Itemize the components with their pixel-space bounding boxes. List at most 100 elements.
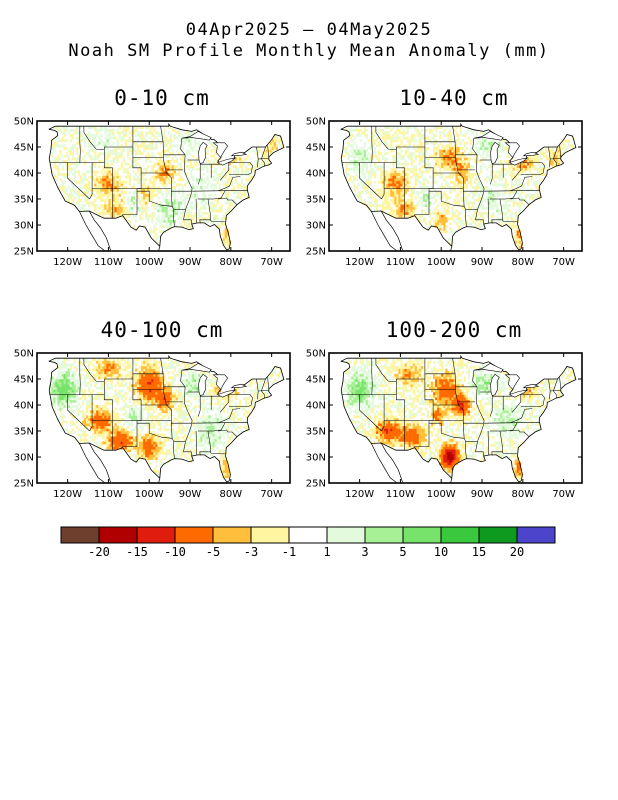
anomaly-cell <box>216 178 219 182</box>
anomaly-cell <box>102 423 105 427</box>
anomaly-cell <box>555 154 558 158</box>
anomaly-cell <box>208 436 211 440</box>
anomaly-cell <box>153 212 156 215</box>
anomaly-cell <box>355 167 358 171</box>
anomaly-cell <box>92 407 95 411</box>
anomaly-cell <box>210 193 213 197</box>
anomaly-cell <box>475 183 479 187</box>
anomaly-cell <box>234 428 238 432</box>
anomaly-cell <box>426 157 430 161</box>
anomaly-cell <box>204 449 207 453</box>
anomaly-cell <box>347 167 350 171</box>
anomaly-cell <box>390 212 393 215</box>
anomaly-cell <box>106 428 109 432</box>
anomaly-cell <box>367 173 371 176</box>
anomaly-cell <box>124 436 127 440</box>
anomaly-cell <box>192 415 195 419</box>
anomaly-cell <box>404 206 407 210</box>
anomaly-cell <box>149 232 152 236</box>
anomaly-cell <box>208 407 211 411</box>
anomaly-cell <box>457 201 460 205</box>
anomaly-cell <box>435 217 438 221</box>
anomaly-cell <box>194 204 197 208</box>
anomaly-cell <box>206 178 209 182</box>
anomaly-cell <box>69 162 72 166</box>
anomaly-cell <box>200 433 203 437</box>
anomaly-cell <box>406 199 409 202</box>
anomaly-cell <box>88 134 91 137</box>
anomaly-cell <box>414 170 417 174</box>
anomaly-cell <box>469 165 473 169</box>
anomaly-cell <box>183 204 187 208</box>
anomaly-cell <box>422 196 426 200</box>
anomaly-cell <box>177 431 181 434</box>
anomaly-cell <box>128 131 132 135</box>
anomaly-cell <box>388 136 391 140</box>
anomaly-cell <box>163 225 166 228</box>
anomaly-cell <box>130 410 134 414</box>
anomaly-cell <box>112 128 115 132</box>
mexico-coastline <box>380 210 403 251</box>
anomaly-cell <box>265 152 268 156</box>
anomaly-cell <box>420 214 424 218</box>
anomaly-cell <box>141 451 144 455</box>
anomaly-cell <box>455 152 458 156</box>
anomaly-cell <box>518 232 522 236</box>
anomaly-cell <box>130 162 134 166</box>
anomaly-cell <box>169 431 172 434</box>
anomaly-cell <box>429 139 432 143</box>
anomaly-cell <box>118 134 121 137</box>
anomaly-cell <box>396 193 399 197</box>
anomaly-cell <box>439 173 442 176</box>
anomaly-cell <box>192 175 195 179</box>
anomaly-cell <box>402 206 405 210</box>
anomaly-cell <box>185 160 189 163</box>
anomaly-cell <box>108 423 111 427</box>
anomaly-cell <box>237 167 240 171</box>
great-lake <box>181 131 212 141</box>
anomaly-cell <box>83 431 87 434</box>
anomaly-cell <box>155 472 158 476</box>
anomaly-cell <box>112 446 115 450</box>
anomaly-cell <box>77 407 81 411</box>
anomaly-cell <box>61 173 64 176</box>
anomaly-cell <box>173 199 176 202</box>
anomaly-cell <box>404 183 407 187</box>
mexico-coastline <box>88 210 111 251</box>
anomaly-cell <box>249 173 252 176</box>
anomaly-cell <box>159 222 162 226</box>
anomaly-cell <box>98 212 101 215</box>
anomaly-cell <box>439 149 442 153</box>
anomaly-cell <box>90 147 93 150</box>
anomaly-cell <box>51 147 54 150</box>
anomaly-cell <box>365 154 368 158</box>
anomaly-cell <box>132 131 136 135</box>
anomaly-cell <box>535 175 538 179</box>
anomaly-cell <box>118 186 121 189</box>
anomaly-cell <box>359 134 362 137</box>
anomaly-cell <box>371 139 375 143</box>
anomaly-cell <box>114 438 117 442</box>
anomaly-cell <box>224 475 227 479</box>
anomaly-cell <box>190 206 193 210</box>
anomaly-cell <box>75 170 79 174</box>
anomaly-cell <box>361 131 364 135</box>
anomaly-cell <box>388 134 391 137</box>
anomaly-cell <box>94 420 97 424</box>
anomaly-cell <box>147 444 150 447</box>
anomaly-cell <box>228 162 232 166</box>
state-border <box>218 197 238 205</box>
anomaly-cell <box>522 199 526 202</box>
anomaly-cell <box>86 425 89 429</box>
anomaly-cell <box>426 167 430 171</box>
anomaly-cell <box>118 131 121 135</box>
anomaly-cell <box>382 209 385 213</box>
anomaly-cell <box>410 214 413 218</box>
anomaly-cell <box>73 128 76 132</box>
anomaly-cell <box>461 139 464 143</box>
state-border <box>550 158 561 160</box>
anomaly-cell <box>375 139 379 143</box>
anomaly-cell <box>433 222 436 226</box>
anomaly-cell <box>380 180 383 184</box>
anomaly-cell <box>141 204 144 208</box>
